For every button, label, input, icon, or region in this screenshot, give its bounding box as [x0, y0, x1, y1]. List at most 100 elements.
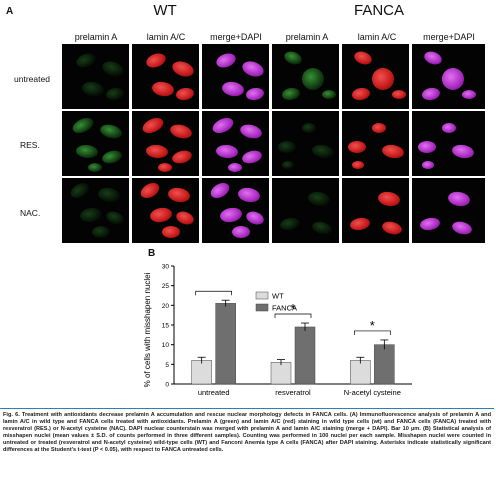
nucleus-cell	[306, 190, 332, 208]
nucleus-cell	[240, 148, 264, 166]
nucleus-cell	[158, 163, 172, 172]
micrograph-panel	[132, 111, 199, 176]
micrograph-panel	[62, 178, 129, 243]
bar-wt	[270, 362, 292, 385]
y-tick-label: 20	[162, 303, 170, 310]
nucleus-cell	[75, 144, 99, 159]
micrograph-panel	[132, 44, 199, 109]
nucleus-cell	[98, 122, 124, 141]
micrograph-panel	[342, 178, 409, 243]
micrograph-panel	[272, 44, 339, 109]
nucleus-cell	[462, 90, 476, 99]
nucleus-cell	[150, 80, 176, 98]
nucleus-cell	[96, 186, 122, 204]
nucleus-cell	[419, 216, 441, 232]
legend-swatch	[255, 303, 269, 312]
nucleus-cell	[74, 50, 98, 71]
nucleus-cell	[70, 114, 96, 137]
nucleus-cell	[348, 141, 366, 153]
nucleus-cell	[372, 68, 394, 90]
nucleus-cell	[144, 50, 168, 71]
nucleus-cell	[162, 226, 180, 238]
misshapen-nuclei-bar-chart: 0 5 10 15 20 25 30 untreated * resveratrol * N-ace…	[143, 264, 412, 397]
nucleus-cell	[422, 161, 434, 169]
nucleus-cell	[78, 206, 104, 224]
legend-label: WT	[272, 292, 284, 301]
nucleus-cell	[232, 226, 250, 238]
x-category-label: N-acetyl cysteine	[344, 388, 401, 397]
nucleus-cell	[392, 90, 406, 99]
micrograph-panel	[272, 111, 339, 176]
bar-wt	[191, 360, 212, 385]
nucleus-cell	[218, 206, 244, 224]
micrograph-panel	[342, 111, 409, 176]
micrograph-panel	[62, 44, 129, 109]
nucleus-cell	[208, 179, 232, 202]
bar-fanca	[374, 344, 395, 385]
nucleus-cell	[450, 219, 474, 237]
nucleus-cell	[105, 86, 125, 102]
nucleus-cell	[282, 161, 294, 169]
column-header: lamin A/C	[146, 32, 186, 42]
panel-a-letter: A	[6, 6, 14, 17]
nucleus-cell	[100, 148, 124, 166]
nucleus-cell	[352, 161, 364, 169]
nucleus-cell	[442, 123, 456, 133]
micrograph-panel	[412, 178, 485, 243]
micrograph-panel	[62, 111, 129, 176]
figure-caption-box: Fig. 6. Treatment with antioxidants decr…	[0, 408, 494, 455]
nucleus-cell	[352, 49, 374, 67]
legend-label: FANCA	[272, 304, 297, 313]
nucleus-cell	[302, 68, 324, 90]
micrograph-panel	[412, 44, 485, 109]
column-header: merge+DAPI	[423, 32, 475, 42]
x-category-label: untreated	[198, 388, 230, 397]
nucleus-cell	[174, 209, 196, 227]
nucleus-cell	[145, 144, 169, 159]
nucleus-cell	[244, 209, 266, 227]
y-tick-label: 30	[162, 264, 170, 271]
nucleus-cell	[148, 206, 174, 224]
nucleus-cell	[442, 68, 464, 90]
nucleus-cell	[175, 86, 195, 102]
nucleus-cell	[451, 143, 475, 160]
significance-bracket	[274, 313, 312, 319]
column-header: lamin A/C	[357, 32, 397, 42]
nucleus-cell	[421, 86, 441, 102]
chart-legend: WT FANCA	[255, 292, 297, 313]
nucleus-cell	[238, 122, 264, 141]
nucleus-cell	[422, 49, 444, 67]
nucleus-cell	[376, 190, 402, 208]
nucleus-cell	[168, 122, 194, 141]
column-header: merge+DAPI	[210, 32, 262, 42]
nucleus-cell	[311, 143, 335, 160]
nucleus-cell	[68, 179, 92, 202]
nucleus-cell	[210, 114, 236, 137]
nucleus-cell	[80, 80, 106, 98]
panel-b-letter: B	[148, 248, 156, 259]
y-tick-label: 10	[162, 342, 170, 349]
nucleus-cell	[322, 90, 336, 99]
micrograph-panel	[272, 178, 339, 243]
micrograph-panel	[202, 178, 269, 243]
nucleus-cell	[282, 49, 304, 67]
micrograph-panel	[132, 178, 199, 243]
y-tick-label: 0	[165, 382, 169, 389]
micrograph-panel	[202, 111, 269, 176]
nucleus-cell	[245, 86, 265, 102]
nucleus-cell	[88, 163, 102, 172]
nucleus-cell	[104, 209, 126, 227]
significance-asterisk: *	[290, 301, 295, 316]
chart-axes: 0 5 10 15 20 25 30	[162, 264, 412, 389]
bar-wt	[350, 360, 371, 385]
nucleus-cell	[279, 216, 301, 232]
bar-fanca	[215, 303, 236, 385]
nucleus-cell	[215, 144, 239, 159]
row-header-nac: NAC.	[20, 208, 41, 218]
row-header-res: RES.	[20, 140, 40, 150]
nucleus-cell	[138, 179, 162, 202]
nucleus-cell	[381, 143, 405, 160]
column-header: prelamin A	[74, 32, 118, 42]
y-axis-label: % of cells with misshapen nuclei	[143, 272, 152, 387]
nucleus-cell	[220, 80, 246, 98]
